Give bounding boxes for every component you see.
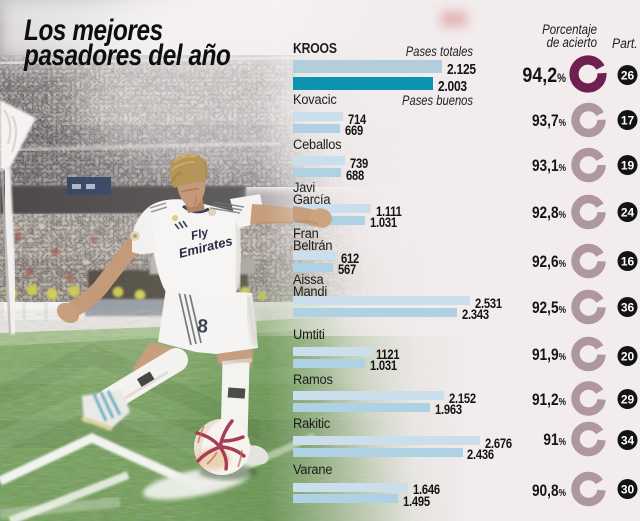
svg-text:29: 29	[621, 393, 635, 407]
svg-text:34: 34	[621, 434, 635, 448]
svg-text:16: 16	[621, 255, 635, 269]
svg-text:Fly: Fly	[189, 225, 210, 243]
svg-text:19: 19	[621, 159, 635, 173]
svg-text:24: 24	[621, 206, 635, 220]
svg-text:36: 36	[621, 301, 635, 315]
svg-text:30: 30	[621, 483, 635, 497]
svg-text:17: 17	[621, 114, 635, 128]
svg-text:20: 20	[621, 350, 635, 364]
svg-text:26: 26	[621, 69, 635, 83]
svg-text:8: 8	[197, 316, 209, 338]
